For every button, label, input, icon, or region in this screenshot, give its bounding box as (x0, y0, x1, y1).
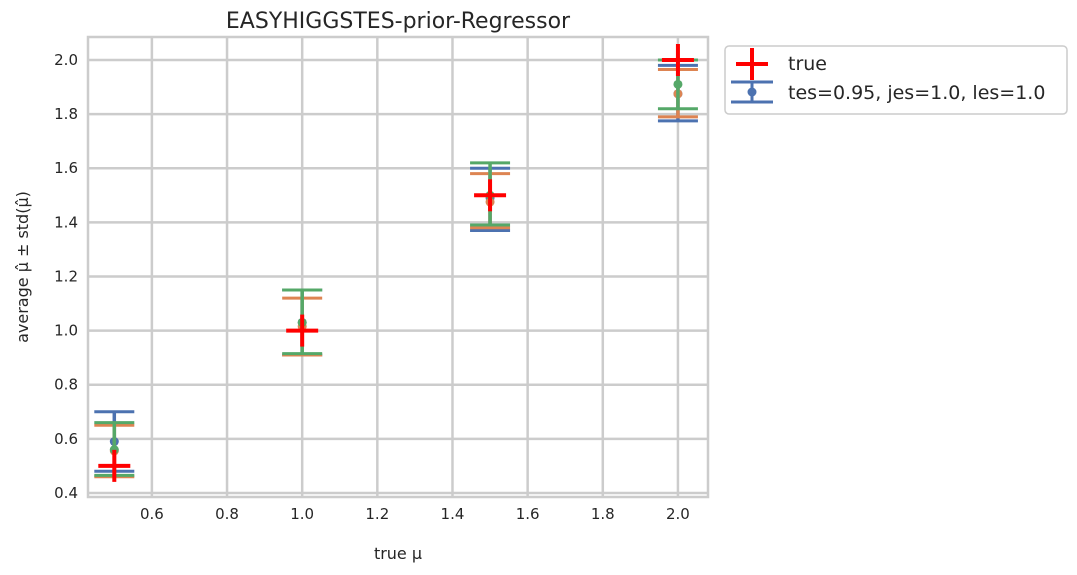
x-tick-label: 1.4 (441, 505, 465, 523)
x-tick-label: 1.6 (516, 505, 540, 523)
x-tick-label: 1.0 (290, 505, 314, 523)
y-tick-label: 1.0 (54, 322, 78, 340)
x-axis-label: true μ (374, 544, 422, 563)
series-3 (94, 58, 698, 477)
grid-lines (88, 37, 708, 497)
y-axis-ticks: 0.4 0.6 0.8 1.0 1.2 1.4 1.6 1.8 2.0 (54, 51, 78, 502)
x-tick-label: 1.2 (365, 505, 389, 523)
x-tick-label: 2.0 (666, 505, 690, 523)
legend-series-marker (731, 80, 773, 104)
x-axis-ticks: 0.6 0.8 1.0 1.2 1.4 1.6 1.8 2.0 (140, 505, 690, 523)
x-tick-label: 0.8 (215, 505, 239, 523)
y-tick-label: 1.6 (54, 159, 78, 177)
chart-title: EASYHIGGSTES-prior-Regressor (226, 9, 571, 34)
y-tick-label: 1.2 (54, 267, 78, 285)
legend-series-label: tes=0.95, jes=1.0, les=1.0 (788, 82, 1045, 104)
x-tick-label: 1.8 (591, 505, 615, 523)
legend-true-marker (736, 48, 768, 80)
x-tick-label: 0.6 (140, 505, 164, 523)
legend-series-point (747, 87, 757, 97)
true-series (98, 44, 694, 482)
legend-true-label: true (788, 53, 827, 75)
legend: true tes=0.95, jes=1.0, les=1.0 (724, 45, 1068, 115)
plot-frame (86, 35, 710, 499)
y-tick-label: 1.4 (54, 213, 78, 231)
y-axis-label: average μ̂ ± std(μ̂) (13, 191, 32, 343)
plot-area (94, 44, 698, 482)
y-tick-label: 0.6 (54, 430, 78, 448)
mean-point (673, 79, 683, 89)
y-tick-label: 0.8 (54, 376, 78, 394)
y-tick-label: 1.8 (54, 105, 78, 123)
series-2 (94, 67, 698, 479)
y-tick-label: 2.0 (54, 51, 78, 69)
legend-box (724, 45, 1068, 115)
series-1 (94, 63, 698, 473)
mean-point (109, 445, 119, 455)
y-tick-label: 0.4 (54, 484, 78, 502)
